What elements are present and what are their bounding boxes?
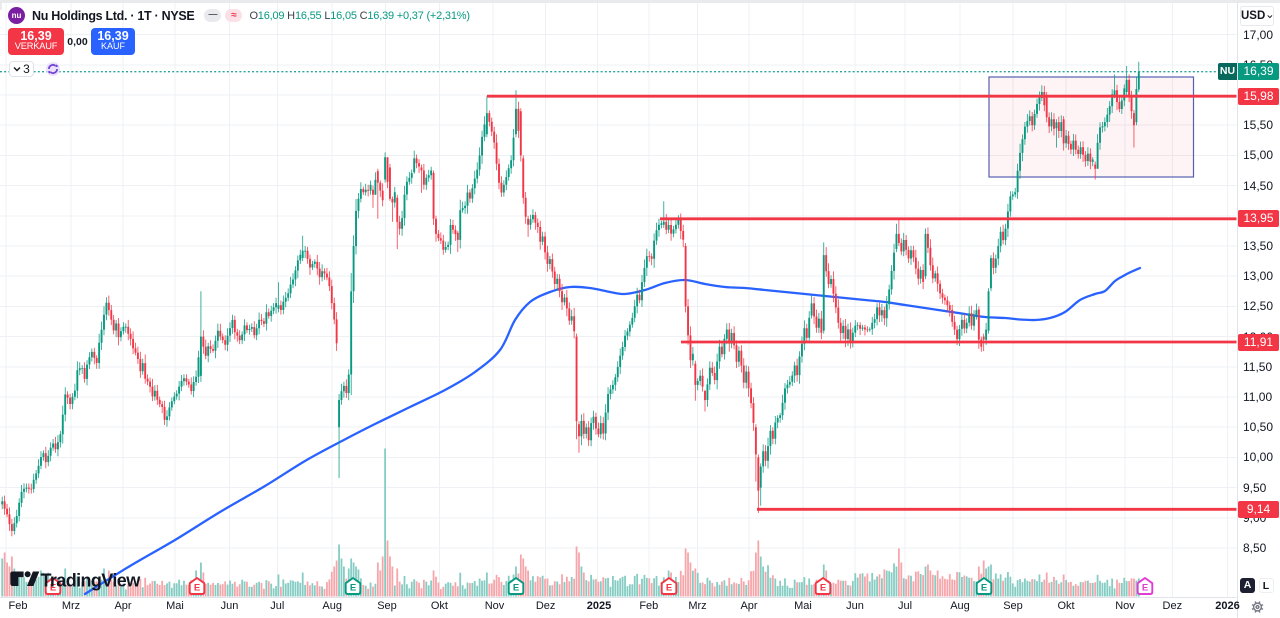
svg-text:E: E — [350, 583, 356, 594]
svg-text:E: E — [981, 583, 987, 594]
svg-text:E: E — [666, 583, 672, 594]
svg-text:E: E — [50, 583, 56, 594]
svg-text:E: E — [194, 583, 200, 594]
svg-text:E: E — [1142, 583, 1148, 594]
svg-text:TradingView: TradingView — [41, 571, 142, 591]
svg-text:E: E — [820, 583, 826, 594]
svg-text:E: E — [513, 583, 519, 594]
